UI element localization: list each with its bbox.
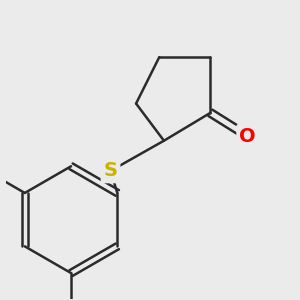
Text: S: S <box>103 161 118 180</box>
Text: O: O <box>239 127 256 146</box>
